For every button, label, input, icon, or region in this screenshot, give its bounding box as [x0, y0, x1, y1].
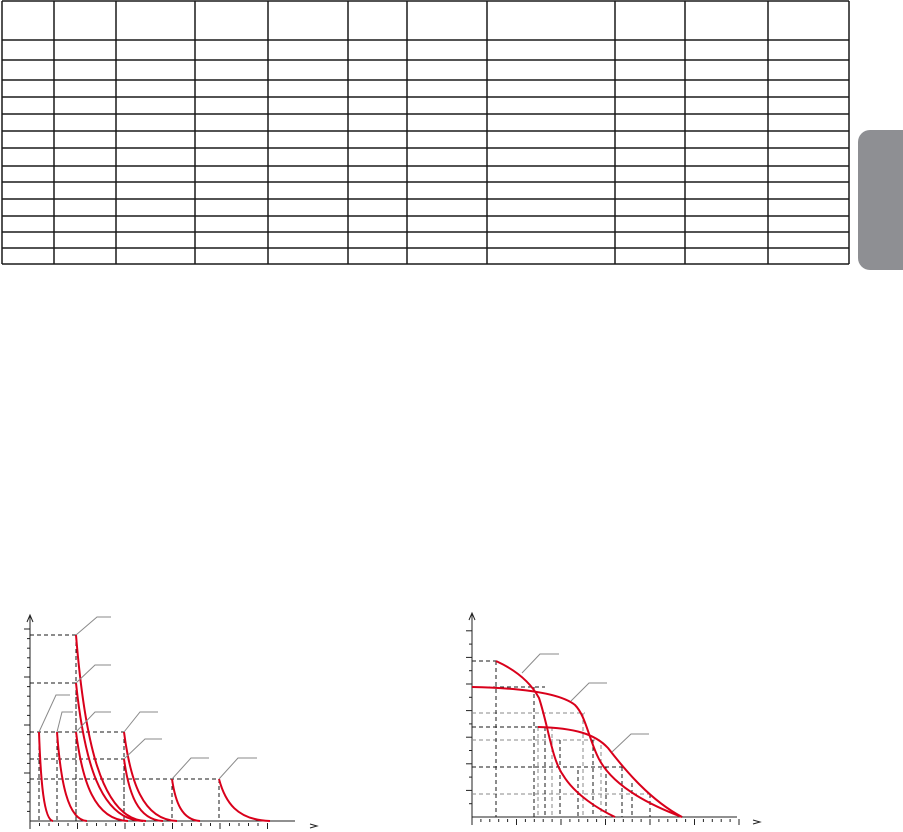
callout-leader-line	[75, 616, 111, 636]
characteristic-curve	[537, 726, 683, 818]
callout-leader-line	[75, 711, 111, 733]
callout-leader-line	[570, 682, 607, 702]
y-axis-arrow-icon	[26, 613, 34, 623]
characteristic-curve	[75, 682, 144, 822]
characteristic-curve	[75, 731, 129, 822]
characteristic-curve	[218, 778, 271, 822]
callout-leader-line	[56, 711, 73, 733]
characteristic-curve	[495, 660, 616, 818]
characteristic-curve	[75, 634, 147, 822]
callout-leader-line	[123, 738, 162, 760]
characteristic-curve	[123, 758, 164, 822]
characteristic-curve	[38, 731, 54, 822]
characteristic-curve	[123, 731, 178, 822]
callout-leader-line	[521, 653, 559, 674]
characteristic-curve	[471, 686, 683, 818]
callout-leader-line	[218, 757, 257, 780]
callout-leader-line	[123, 711, 158, 733]
y-axis-arrow-icon	[468, 611, 476, 621]
x-axis-arrow-icon	[309, 823, 319, 829]
callout-leader-line	[75, 664, 111, 684]
callout-leader-line	[38, 694, 70, 733]
characteristic-curve	[56, 731, 88, 822]
callout-leader-line	[611, 733, 649, 753]
characteristic-curve	[171, 778, 201, 822]
section-side-tab	[858, 130, 903, 270]
x-axis-arrow-icon	[752, 819, 762, 825]
callout-leader-line	[171, 757, 209, 780]
